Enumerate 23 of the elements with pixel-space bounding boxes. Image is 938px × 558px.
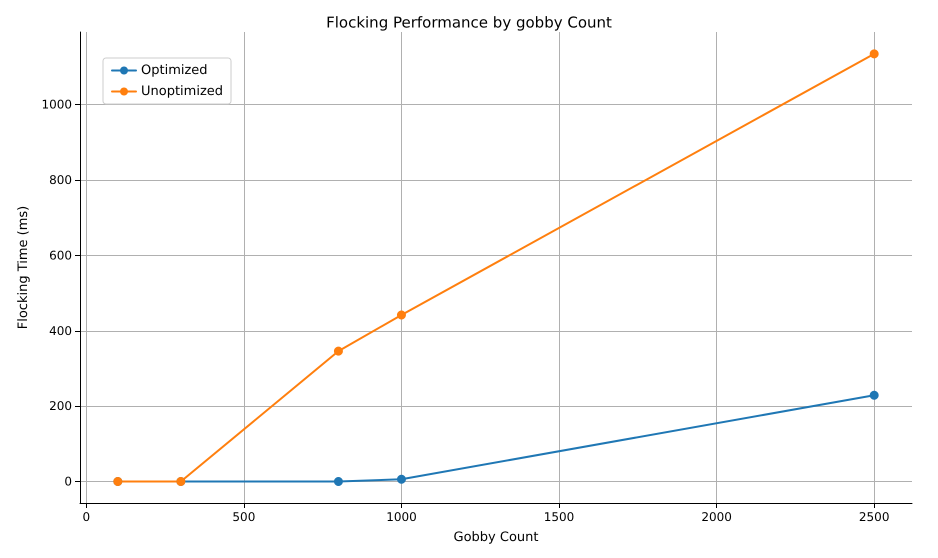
chart-title: Flocking Performance by gobby Count — [326, 14, 612, 32]
point — [334, 346, 343, 356]
point — [870, 390, 879, 400]
x-tick-label: 2000 — [701, 510, 732, 524]
point — [396, 310, 406, 320]
x-axis-title: Gobby Count — [454, 530, 538, 545]
point — [870, 49, 879, 58]
x-tick-label: 0 — [82, 510, 90, 524]
x-tick-label: 1500 — [544, 510, 574, 524]
y-tick-label: 800 — [49, 173, 72, 188]
point — [396, 474, 406, 484]
x-tick-label: 500 — [232, 510, 256, 524]
x-tick-label: 1000 — [386, 510, 417, 524]
legend-label: Unoptimized — [141, 84, 224, 99]
y-axis-title: Flocking Time (ms) — [16, 206, 31, 330]
point — [334, 477, 343, 486]
y-tick-label: 0 — [64, 474, 72, 489]
y-tick-label: 400 — [49, 324, 72, 338]
y-tick-label: 200 — [49, 399, 72, 414]
x-tick-label: 2500 — [858, 510, 890, 524]
y-tick-label: 1000 — [41, 98, 72, 112]
legend-label: Optimized — [141, 63, 208, 78]
y-tick-label: 600 — [49, 248, 72, 262]
